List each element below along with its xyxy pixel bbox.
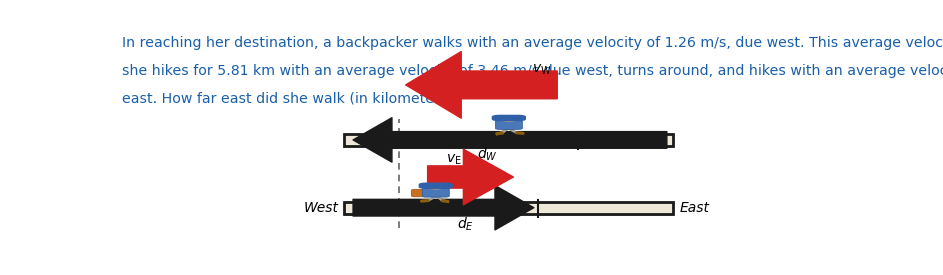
Text: West: West [304, 201, 339, 215]
Circle shape [426, 184, 445, 189]
Text: East: East [679, 201, 709, 215]
FancyBboxPatch shape [411, 189, 431, 197]
Text: $\mathit{v}_{\mathregular{E}}$: $\mathit{v}_{\mathregular{E}}$ [446, 152, 462, 167]
Circle shape [500, 116, 519, 122]
FancyBboxPatch shape [491, 115, 526, 121]
Text: $d_{\mathregular{E}}$: $d_{\mathregular{E}}$ [456, 216, 473, 233]
Text: $\mathit{v}_{\mathregular{W}}$: $\mathit{v}_{\mathregular{W}}$ [532, 62, 552, 76]
FancyBboxPatch shape [344, 134, 673, 146]
FancyBboxPatch shape [419, 183, 453, 189]
Text: $d_{\mathregular{W}}$: $d_{\mathregular{W}}$ [476, 146, 497, 163]
FancyBboxPatch shape [344, 202, 673, 213]
Text: In reaching her destination, a backpacker walks with an average velocity of 1.26: In reaching her destination, a backpacke… [122, 36, 943, 50]
FancyBboxPatch shape [422, 188, 449, 197]
FancyBboxPatch shape [498, 122, 517, 129]
FancyBboxPatch shape [344, 204, 673, 216]
FancyBboxPatch shape [344, 137, 673, 148]
Text: she hikes for 5.81 km with an average velocity of 3.46 m/s due west, turns aroun: she hikes for 5.81 km with an average ve… [122, 64, 943, 78]
Text: east. How far east did she walk (in kilometers)?: east. How far east did she walk (in kilo… [122, 91, 460, 105]
FancyBboxPatch shape [495, 120, 522, 129]
